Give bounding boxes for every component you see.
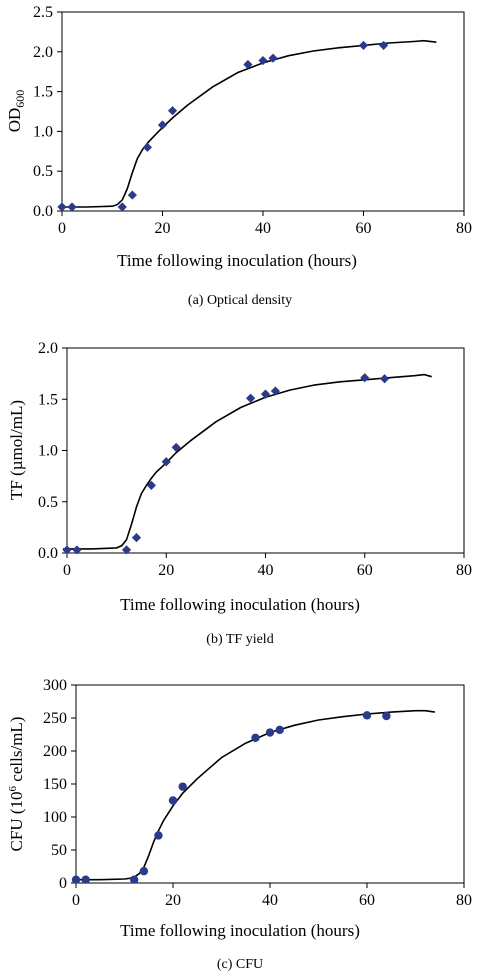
data-point [139,866,149,876]
data-point [243,59,253,70]
y-tick-label: 100 [43,809,67,826]
data-point [167,106,178,116]
data-point [246,393,256,403]
panel-caption: (b) TF yield [206,632,273,647]
data-point [251,733,260,742]
y-axis-label-subscript: 600 [13,90,27,108]
y-tick-label: 0.5 [33,163,53,180]
y-tick-label: 50 [51,842,67,859]
tick-labels: 0 20 40 60 80 0.0 0.5 1.0 1.5 2.0 2.5 [33,4,472,237]
data-point [265,728,275,737]
data-point [157,120,168,130]
y-tick-label: 0.0 [33,203,53,220]
plot-frame [75,684,465,884]
x-tick-label: 40 [255,220,271,237]
tick-marks [57,11,465,216]
x-tick-label: 60 [356,220,372,237]
data-point [382,711,391,721]
y-tick-label: 0.0 [38,545,58,562]
tick-labels: 0 20 40 60 80 0.0 0.5 1.0 1.5 2.0 [38,340,472,579]
y-axis-label-main: CFU (10 [7,791,26,851]
y-axis-label: TF (µmol/mL) [7,400,26,500]
data-point [62,545,72,555]
data-point [362,711,372,720]
y-tick-label: 2.5 [33,4,53,21]
y-axis-label-main: OD [5,108,24,133]
y-tick-label: 1.0 [38,443,58,460]
tick-labels: 0 20 40 60 80 0 50 100 150 200 250 300 [43,677,472,909]
x-tick-label: 0 [72,892,80,909]
data-point [117,202,127,212]
plot-frame [66,347,465,554]
data-point [67,202,77,212]
x-tick-label: 80 [456,562,472,579]
y-tick-label: 1.5 [33,84,53,101]
y-tick-label: 150 [43,776,67,793]
data-point [178,782,187,791]
y-tick-label: 1.0 [33,123,53,140]
x-tick-label: 20 [155,220,171,237]
panel-caption: (c) CFU [217,957,263,972]
y-tick-label: 200 [43,743,67,760]
data-point [260,389,271,399]
data-point [57,202,67,212]
panel-caption: (a) Optical density [188,293,292,308]
tick-marks [71,684,465,888]
data-point [380,374,390,384]
y-axis-label: CFU (106 cells/mL) [7,717,26,852]
x-tick-label: 20 [158,562,174,579]
data-point [171,442,181,453]
data-point [146,480,156,490]
data-point [168,796,178,805]
data-point [258,55,268,66]
y-tick-label: 2.0 [38,340,58,357]
data-points [57,40,389,212]
y-tick-label: 2.0 [33,44,53,61]
x-tick-label: 0 [58,220,66,237]
x-tick-label: 40 [258,562,274,579]
data-point [268,53,278,63]
data-point [360,373,370,383]
x-axis-label: Time following inoculation (hours) [120,921,360,940]
x-tick-label: 20 [165,892,181,909]
x-tick-label: 60 [359,892,375,909]
x-tick-label: 60 [357,562,373,579]
x-tick-label: 40 [262,892,278,909]
y-tick-label: 250 [43,710,67,727]
y-axis-label: OD600 [5,90,27,133]
chart-panel-b: 0 20 40 60 80 0.0 0.5 1.0 1.5 2.0 Time following … [7,340,472,647]
data-point [142,142,153,152]
data-point [154,831,163,840]
fit-curve [63,373,432,550]
data-point [131,533,142,543]
y-tick-label: 0.5 [38,494,58,511]
data-point [81,875,90,884]
data-point [71,875,81,884]
y-axis-label-rest: cells/mL) [7,717,26,786]
data-points [71,711,391,884]
data-point [161,457,171,467]
data-point [275,725,284,735]
data-point [127,190,137,200]
data-point [130,875,139,884]
y-axis-label-superscript: 6 [7,785,19,791]
y-tick-label: 1.5 [38,391,58,408]
x-axis-label: Time following inoculation (hours) [120,595,360,614]
data-point [358,40,369,51]
data-point [379,40,389,51]
tick-marks [62,347,465,558]
x-tick-label: 80 [456,220,472,237]
y-tick-label: 0 [59,875,67,892]
data-point [270,386,281,396]
chart-panel-a: 0 20 40 60 80 0.0 0.5 1.0 1.5 2.0 2.5 Time followi… [5,4,472,308]
data-point [72,545,82,555]
y-tick-label: 300 [43,677,67,694]
data-point [121,545,132,555]
x-tick-label: 0 [63,562,71,579]
x-tick-label: 80 [456,892,472,909]
x-axis-label: Time following inoculation (hours) [117,251,357,270]
data-points [62,373,390,555]
chart-panel-c: 0 20 40 60 80 0 50 100 150 200 250 300 Time followi… [7,677,472,972]
